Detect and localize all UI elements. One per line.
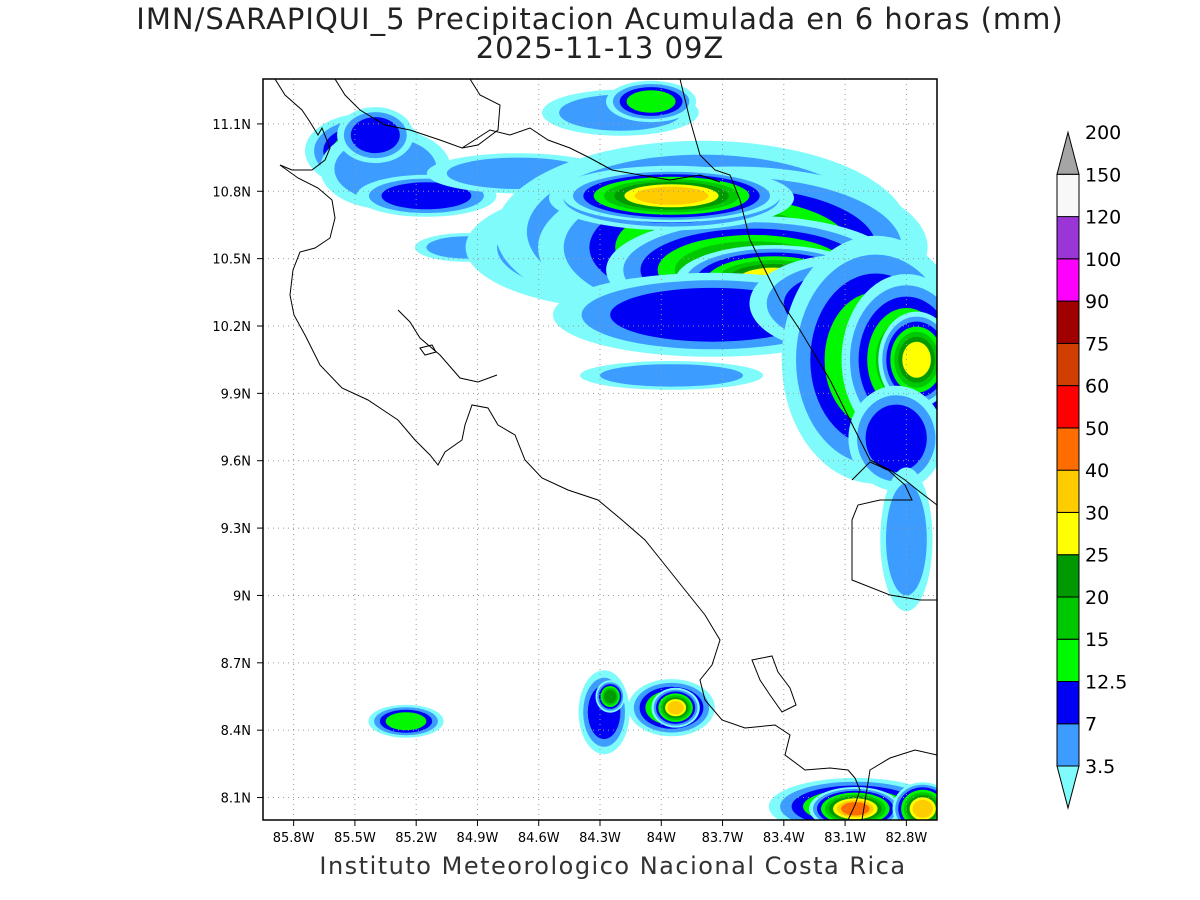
- colorbar-label-11: 90: [1085, 291, 1109, 313]
- colorbar-label-0: 3.5: [1085, 756, 1115, 778]
- y-tick-label-2: 10.5N: [212, 253, 251, 268]
- colorbar-label-13: 120: [1085, 207, 1121, 229]
- colorbar-label-15: 200: [1085, 122, 1121, 144]
- osa-peninsula: [751, 655, 797, 713]
- colorbar-segment-1: [1056, 723, 1080, 767]
- colorbar-segment-14: [1056, 173, 1080, 218]
- x-tick-label-5: 84.3W: [579, 831, 621, 846]
- map-subtitle-time: 2025-11-13 09Z: [475, 31, 725, 65]
- island: [419, 344, 437, 356]
- y-tick-label-5: 9.6N: [221, 455, 251, 470]
- colorbar-segment-11: [1056, 300, 1080, 344]
- precip-cell-26-level-5: [604, 689, 617, 704]
- x-tick-label-1: 85.5W: [334, 831, 376, 846]
- y-tick-label-9: 8.4N: [221, 724, 251, 739]
- colorbar-segment-3: [1056, 638, 1080, 683]
- precip-cell-20-level-6: [902, 341, 931, 378]
- colorbar-label-1: 7: [1085, 714, 1097, 736]
- coastline-north: [274, 79, 331, 171]
- precip-cell-31-level-7: [912, 799, 933, 818]
- y-tick-label-3: 10.2N: [212, 320, 251, 335]
- y-tick-label-1: 10.8N: [212, 185, 251, 200]
- y-tick-label-10: 8.1N: [221, 792, 251, 807]
- colorbar-label-14: 150: [1085, 164, 1121, 186]
- colorbar-segment-12: [1056, 258, 1080, 302]
- border-nicaragua: [334, 79, 721, 183]
- gridlines: [263, 79, 937, 820]
- coastlines-borders: [274, 79, 937, 820]
- coastline-south: [847, 777, 861, 820]
- x-tick-label-0: 85.8W: [273, 831, 315, 846]
- precip-cell-21-level-2: [865, 404, 927, 472]
- colorbar-segment-10: [1056, 342, 1080, 387]
- precipitation-field: [305, 80, 937, 820]
- x-tick-label-4: 84.6W: [518, 831, 560, 846]
- y-tick-label-6: 9.3N: [221, 522, 251, 537]
- colorbar-label-5: 25: [1085, 545, 1109, 567]
- y-axis-ticks: 11.1N 10.8N 10.5N 10.2N 9.9N 9.6N 9.3N 9N 8.7N 8.…: [212, 118, 263, 807]
- colorbar-label-8: 50: [1085, 418, 1109, 440]
- colorbar-segment-9: [1056, 385, 1080, 429]
- colorbar-segment-2: [1056, 681, 1080, 725]
- colorbar-label-12: 100: [1085, 249, 1121, 271]
- precip-cell-30-level-8: [841, 802, 870, 816]
- x-tick-label-10: 82.8W: [885, 831, 927, 846]
- colorbar-segment-5: [1056, 554, 1080, 598]
- colorbar-arrow-low: [1056, 765, 1080, 810]
- coastline-caribbean: [679, 79, 937, 506]
- y-tick-label-0: 11.1N: [212, 118, 251, 133]
- precip-cell-3-level-2: [381, 182, 472, 210]
- precip-cell-7-level-3: [626, 90, 676, 113]
- colorbar-segment-8: [1056, 427, 1080, 471]
- colorbar-label-9: 60: [1085, 376, 1109, 398]
- border-panama: [851, 461, 937, 601]
- lake-edge: [461, 79, 501, 149]
- colorbar-segment-4: [1056, 596, 1080, 640]
- colorbar-label-3: 15: [1085, 629, 1109, 651]
- x-tick-label-9: 83.1W: [824, 831, 866, 846]
- x-tick-label-7: 83.7W: [702, 831, 744, 846]
- y-tick-label-8: 8.7N: [221, 657, 251, 672]
- x-tick-label-6: 84W: [647, 831, 677, 846]
- colorbar-segment-6: [1056, 511, 1080, 556]
- y-tick-label-4: 9.9N: [221, 387, 251, 402]
- x-tick-label-3: 84.9W: [457, 831, 499, 846]
- colorbar-segment-13: [1056, 216, 1080, 260]
- colorbar-arrow-high: [1056, 130, 1080, 175]
- colorbar-label-4: 20: [1085, 587, 1109, 609]
- colorbar-label-10: 75: [1085, 333, 1109, 355]
- gulf-nicoya: [397, 309, 498, 383]
- map-title: IMN/SARAPIQUI_5 Precipitacion Acumulada …: [136, 2, 1064, 36]
- x-tick-label-8: 83.4W: [763, 831, 805, 846]
- colorbar-label-6: 30: [1085, 502, 1109, 524]
- x-axis-ticks: 85.8W 85.5W 85.2W 84.9W 84.6W 84.3W 84W 83.7W 83…: [273, 820, 927, 846]
- colorbar-label-7: 40: [1085, 460, 1109, 482]
- footer-credit: Instituto Meteorologico Nacional Costa R…: [319, 852, 907, 880]
- colorbar-label-2: 12.5: [1085, 672, 1127, 694]
- colorbar-segment-7: [1056, 469, 1080, 513]
- precip-cell-2-level-2: [350, 117, 400, 154]
- precip-cell-28-level-7: [667, 701, 684, 715]
- x-tick-label-2: 85.2W: [395, 831, 437, 846]
- precip-cell-24-level-3: [385, 712, 427, 731]
- y-tick-label-7: 9N: [233, 589, 251, 604]
- coastline-pacific: [279, 164, 856, 779]
- panama-coast: [861, 749, 937, 820]
- precip-cell-23-level-1: [600, 364, 743, 387]
